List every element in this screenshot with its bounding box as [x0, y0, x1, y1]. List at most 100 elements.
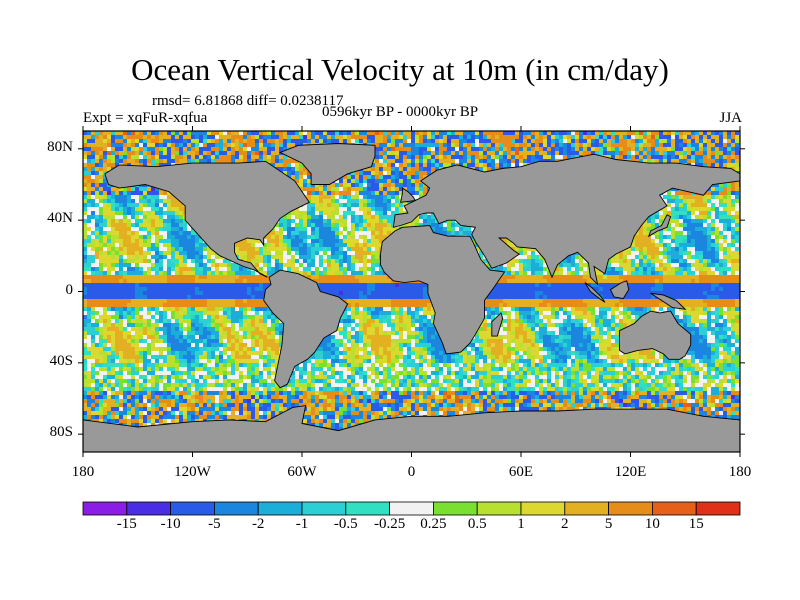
field-cell [99, 131, 104, 136]
field-cell [351, 139, 356, 144]
field-cell [103, 143, 108, 148]
field-cell [239, 247, 244, 252]
field-cell [83, 187, 88, 192]
field-cell [139, 239, 144, 244]
field-cell [703, 135, 708, 140]
field-cell [615, 131, 620, 136]
field-cell [335, 243, 340, 248]
field-cell [251, 151, 256, 156]
field-cell [643, 235, 648, 240]
field-cell [235, 159, 240, 164]
field-cell [479, 139, 484, 144]
field-cell [623, 151, 628, 156]
field-cell [411, 131, 416, 136]
field-cell [99, 135, 104, 140]
field-cell [143, 243, 148, 248]
field-cell [715, 207, 720, 212]
field-cell [395, 179, 400, 184]
field-cell [123, 131, 128, 136]
field-cell [123, 207, 128, 212]
field-cell [711, 195, 716, 200]
field-cell [139, 211, 144, 216]
field-cell [667, 211, 672, 216]
field-cell [159, 143, 164, 148]
field-cell [327, 139, 332, 144]
field-cell [715, 155, 720, 160]
field-cell [311, 215, 316, 220]
field-cell [103, 167, 108, 172]
field-cell [675, 139, 680, 144]
field-cell [195, 239, 200, 244]
field-cell [243, 247, 248, 252]
field-cell [407, 183, 412, 188]
field-cell [123, 219, 128, 224]
field-cell [207, 247, 212, 252]
field-cell [695, 199, 700, 204]
field-cell [359, 131, 364, 136]
field-cell [159, 195, 164, 200]
field-cell [199, 135, 204, 140]
field-cell [171, 135, 176, 140]
field-cell [395, 131, 400, 136]
field-cell [415, 195, 420, 200]
field-cell [691, 147, 696, 152]
field-cell [667, 235, 672, 240]
field-cell [103, 159, 108, 164]
field-cell [103, 135, 108, 140]
field-cell [619, 143, 624, 148]
field-cell [307, 199, 312, 204]
field-cell [587, 135, 592, 140]
field-cell [539, 131, 544, 136]
field-cell [571, 155, 576, 160]
field-cell [715, 219, 720, 224]
field-cell [683, 199, 688, 204]
field-cell [187, 251, 192, 256]
field-cell [463, 135, 468, 140]
field-cell [467, 163, 472, 168]
field-cell [655, 235, 660, 240]
field-cell [263, 247, 268, 252]
field-cell [543, 135, 548, 140]
field-cell [479, 131, 484, 136]
field-cell [651, 151, 656, 156]
field-cell [451, 227, 456, 232]
field-cell [655, 215, 660, 220]
field-cell [335, 195, 340, 200]
field-cell [227, 159, 232, 164]
field-cell [691, 235, 696, 240]
field-cell [195, 247, 200, 252]
field-cell [199, 139, 204, 144]
field-cell [715, 159, 720, 164]
field-cell [399, 183, 404, 188]
field-cell [459, 143, 464, 148]
field-cell [191, 155, 196, 160]
field-cell [335, 203, 340, 208]
field-cell [127, 139, 132, 144]
field-cell [239, 151, 244, 156]
field-cell [591, 139, 596, 144]
field-cell [723, 203, 728, 208]
field-cell [671, 199, 676, 204]
field-cell [527, 143, 532, 148]
field-cell [247, 247, 252, 252]
field-cell [727, 187, 732, 192]
field-cell [719, 131, 724, 136]
field-cell [279, 163, 284, 168]
field-cell [111, 239, 116, 244]
field-cell [703, 227, 708, 232]
field-cell [115, 199, 120, 204]
field-cell [83, 247, 88, 252]
field-cell [95, 227, 100, 232]
field-cell [91, 171, 96, 176]
field-cell [679, 199, 684, 204]
field-cell [91, 139, 96, 144]
field-cell [523, 159, 528, 164]
field-cell [659, 239, 664, 244]
field-cell [727, 155, 732, 160]
field-cell [727, 223, 732, 228]
field-cell [151, 139, 156, 144]
field-cell [311, 135, 316, 140]
field-cell [671, 215, 676, 220]
field-cell [255, 155, 260, 160]
field-cell [431, 223, 436, 228]
